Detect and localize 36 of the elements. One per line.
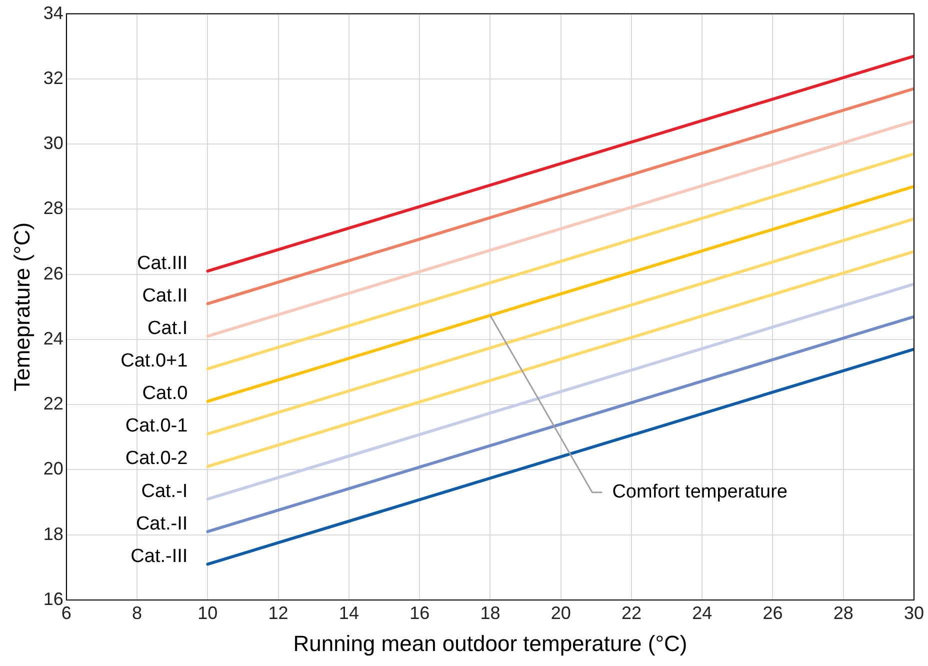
y-tick-label: 34	[43, 2, 64, 23]
y-tick-label: 32	[43, 68, 64, 88]
annotation: Comfort temperature	[612, 482, 788, 503]
series-label: Cat.-II	[136, 513, 188, 534]
x-tick-label: 10	[198, 602, 218, 623]
x-tick-label: 22	[621, 602, 642, 623]
series-label: Cat.0+1	[120, 350, 188, 372]
y-axis-title: Temeprature (°C)	[9, 222, 34, 392]
series-label: Cat.II	[142, 285, 188, 306]
x-tick-label: 6	[61, 602, 72, 623]
x-tick-label: 30	[904, 602, 924, 623]
x-tick-label: 14	[338, 602, 359, 623]
x-tick-label: 8	[132, 602, 142, 623]
series-label: Cat.0	[142, 383, 188, 404]
series-label: Cat.0-2	[125, 448, 188, 470]
y-tick-label: 20	[43, 458, 64, 479]
x-tick-label: 24	[692, 602, 712, 623]
series-label: Cat.0-1	[125, 416, 188, 437]
y-tick-label: 24	[43, 328, 64, 348]
x-tick-label: 28	[833, 602, 854, 623]
series-label: Cat.-I	[141, 480, 188, 502]
x-tick-label: 20	[550, 602, 571, 623]
x-axis-title: Running mean outdoor temperature (°C)	[293, 630, 688, 656]
x-tick-label: 26	[762, 602, 783, 623]
y-tick-label: 16	[43, 588, 64, 609]
x-tick-label: 16	[410, 602, 430, 623]
series-label: Cat.-III	[130, 546, 188, 567]
series-label: Cat.I	[148, 318, 188, 339]
x-tick-label: 18	[480, 602, 500, 623]
series-label: Cat.III	[136, 252, 188, 274]
y-tick-label: 30	[43, 133, 64, 154]
y-tick-label: 22	[43, 394, 64, 414]
y-tick-label: 26	[43, 263, 64, 284]
y-tick-label: 18	[43, 524, 64, 544]
x-tick-label: 12	[268, 602, 288, 623]
y-tick-label: 28	[43, 198, 64, 218]
